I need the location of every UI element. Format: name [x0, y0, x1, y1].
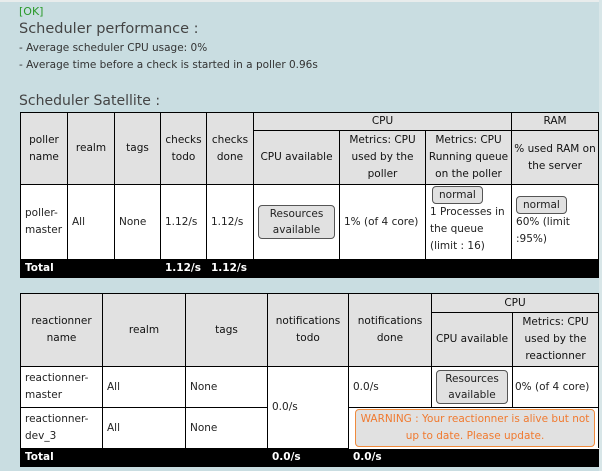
scheduler-satellite-title: Scheduler Satellite :: [19, 93, 161, 109]
poller-cpu-used: 1% (of 4 core): [339, 184, 426, 260]
reactionner-done: 0.0/s: [348, 366, 432, 408]
header-checks-todo: checks todo: [160, 112, 207, 185]
header-cpu-group: CPU: [430, 293, 600, 313]
reactionner-name: reactionner-master: [20, 366, 103, 408]
header-tags: tags: [185, 293, 268, 367]
header-running-queue: Metrics: CPU Running queue on the poller: [424, 130, 513, 185]
header-tags: tags: [114, 112, 161, 185]
table-row: poller-master All None 1.12/s 1.12/s Res…: [20, 184, 600, 260]
poller-todo: 1.12/s: [160, 184, 207, 260]
reactionner-realm: All: [102, 407, 186, 449]
header-ram-group: RAM: [511, 112, 600, 131]
header-ram-used: % used RAM on the server: [511, 130, 600, 185]
total-done: 1.12/s: [206, 259, 254, 278]
cpu-available-button[interactable]: Resources available: [258, 205, 335, 239]
header-cpu-used: Metrics: CPU used by the reactionner: [511, 312, 600, 367]
total-label: Total: [20, 259, 161, 278]
header-notifications-done: notifications done: [348, 293, 432, 367]
poller-done: 1.12/s: [206, 184, 254, 260]
reactionner-todo: 0.0/s: [267, 366, 349, 449]
header-poller-name: poller name: [20, 112, 68, 185]
poller-tags: None: [114, 184, 161, 260]
reactionner-tags: None: [185, 366, 268, 408]
total-todo: 0.0/s: [267, 448, 349, 467]
header-realm: realm: [102, 293, 186, 367]
cpu-available-button[interactable]: Resources available: [436, 370, 508, 404]
header-cpu-used: Metrics: CPU used by the poller: [339, 130, 426, 185]
ram-status-badge[interactable]: normal: [516, 196, 567, 214]
poller-name: poller-master: [20, 184, 68, 260]
poller-realm: All: [67, 184, 115, 260]
table-row: reactionner-master All None 0.0/s 0.0/s …: [20, 366, 600, 449]
outdated-warning: WARNING : Your reactionner is alive but …: [355, 409, 596, 447]
total-row: Total 1.12/s 1.12/s: [20, 259, 600, 278]
total-done: 0.0/s: [348, 448, 432, 467]
total-todo: 1.12/s: [160, 259, 207, 278]
header-notifications-todo: notifications todo: [267, 293, 349, 367]
poller-table: poller name realm tags checks todo check…: [20, 112, 600, 278]
header-cpu-available: CPU available: [253, 130, 340, 185]
reactionner-tags: None: [185, 407, 268, 449]
total-label: Total: [20, 448, 268, 467]
status-ok: [OK]: [19, 5, 44, 18]
top-border: [0, 0, 602, 2]
queue-status-badge[interactable]: normal: [432, 186, 483, 204]
ram-text: 60% (limit :95%): [516, 216, 570, 245]
reactionner-cpu-used: 0% (of 4 core): [511, 366, 600, 408]
table-row: reactionner-dev_3 All None WARNING : You…: [20, 407, 600, 449]
header-cpu-available: CPU available: [431, 312, 513, 367]
header-cpu-group: CPU: [252, 112, 513, 131]
queue-text: 1 Processes in the queue (limit : 16): [430, 206, 505, 252]
scheduler-performance-title: Scheduler performance :: [19, 21, 199, 37]
header-realm: realm: [67, 112, 115, 185]
reactionner-table: reactionner name realm tags notification…: [20, 293, 600, 467]
reactionner-name: reactionner-dev_3: [20, 407, 103, 449]
total-row: Total 0.0/s 0.0/s: [20, 448, 600, 467]
check-time-line: - Average time before a check is started…: [19, 59, 318, 71]
header-reactionner-name: reactionner name: [20, 293, 103, 367]
header-checks-done: checks done: [206, 112, 254, 185]
scrollbar-track[interactable]: [599, 0, 602, 471]
cpu-usage-line: - Average scheduler CPU usage: 0%: [19, 42, 208, 54]
reactionner-realm: All: [102, 366, 186, 408]
